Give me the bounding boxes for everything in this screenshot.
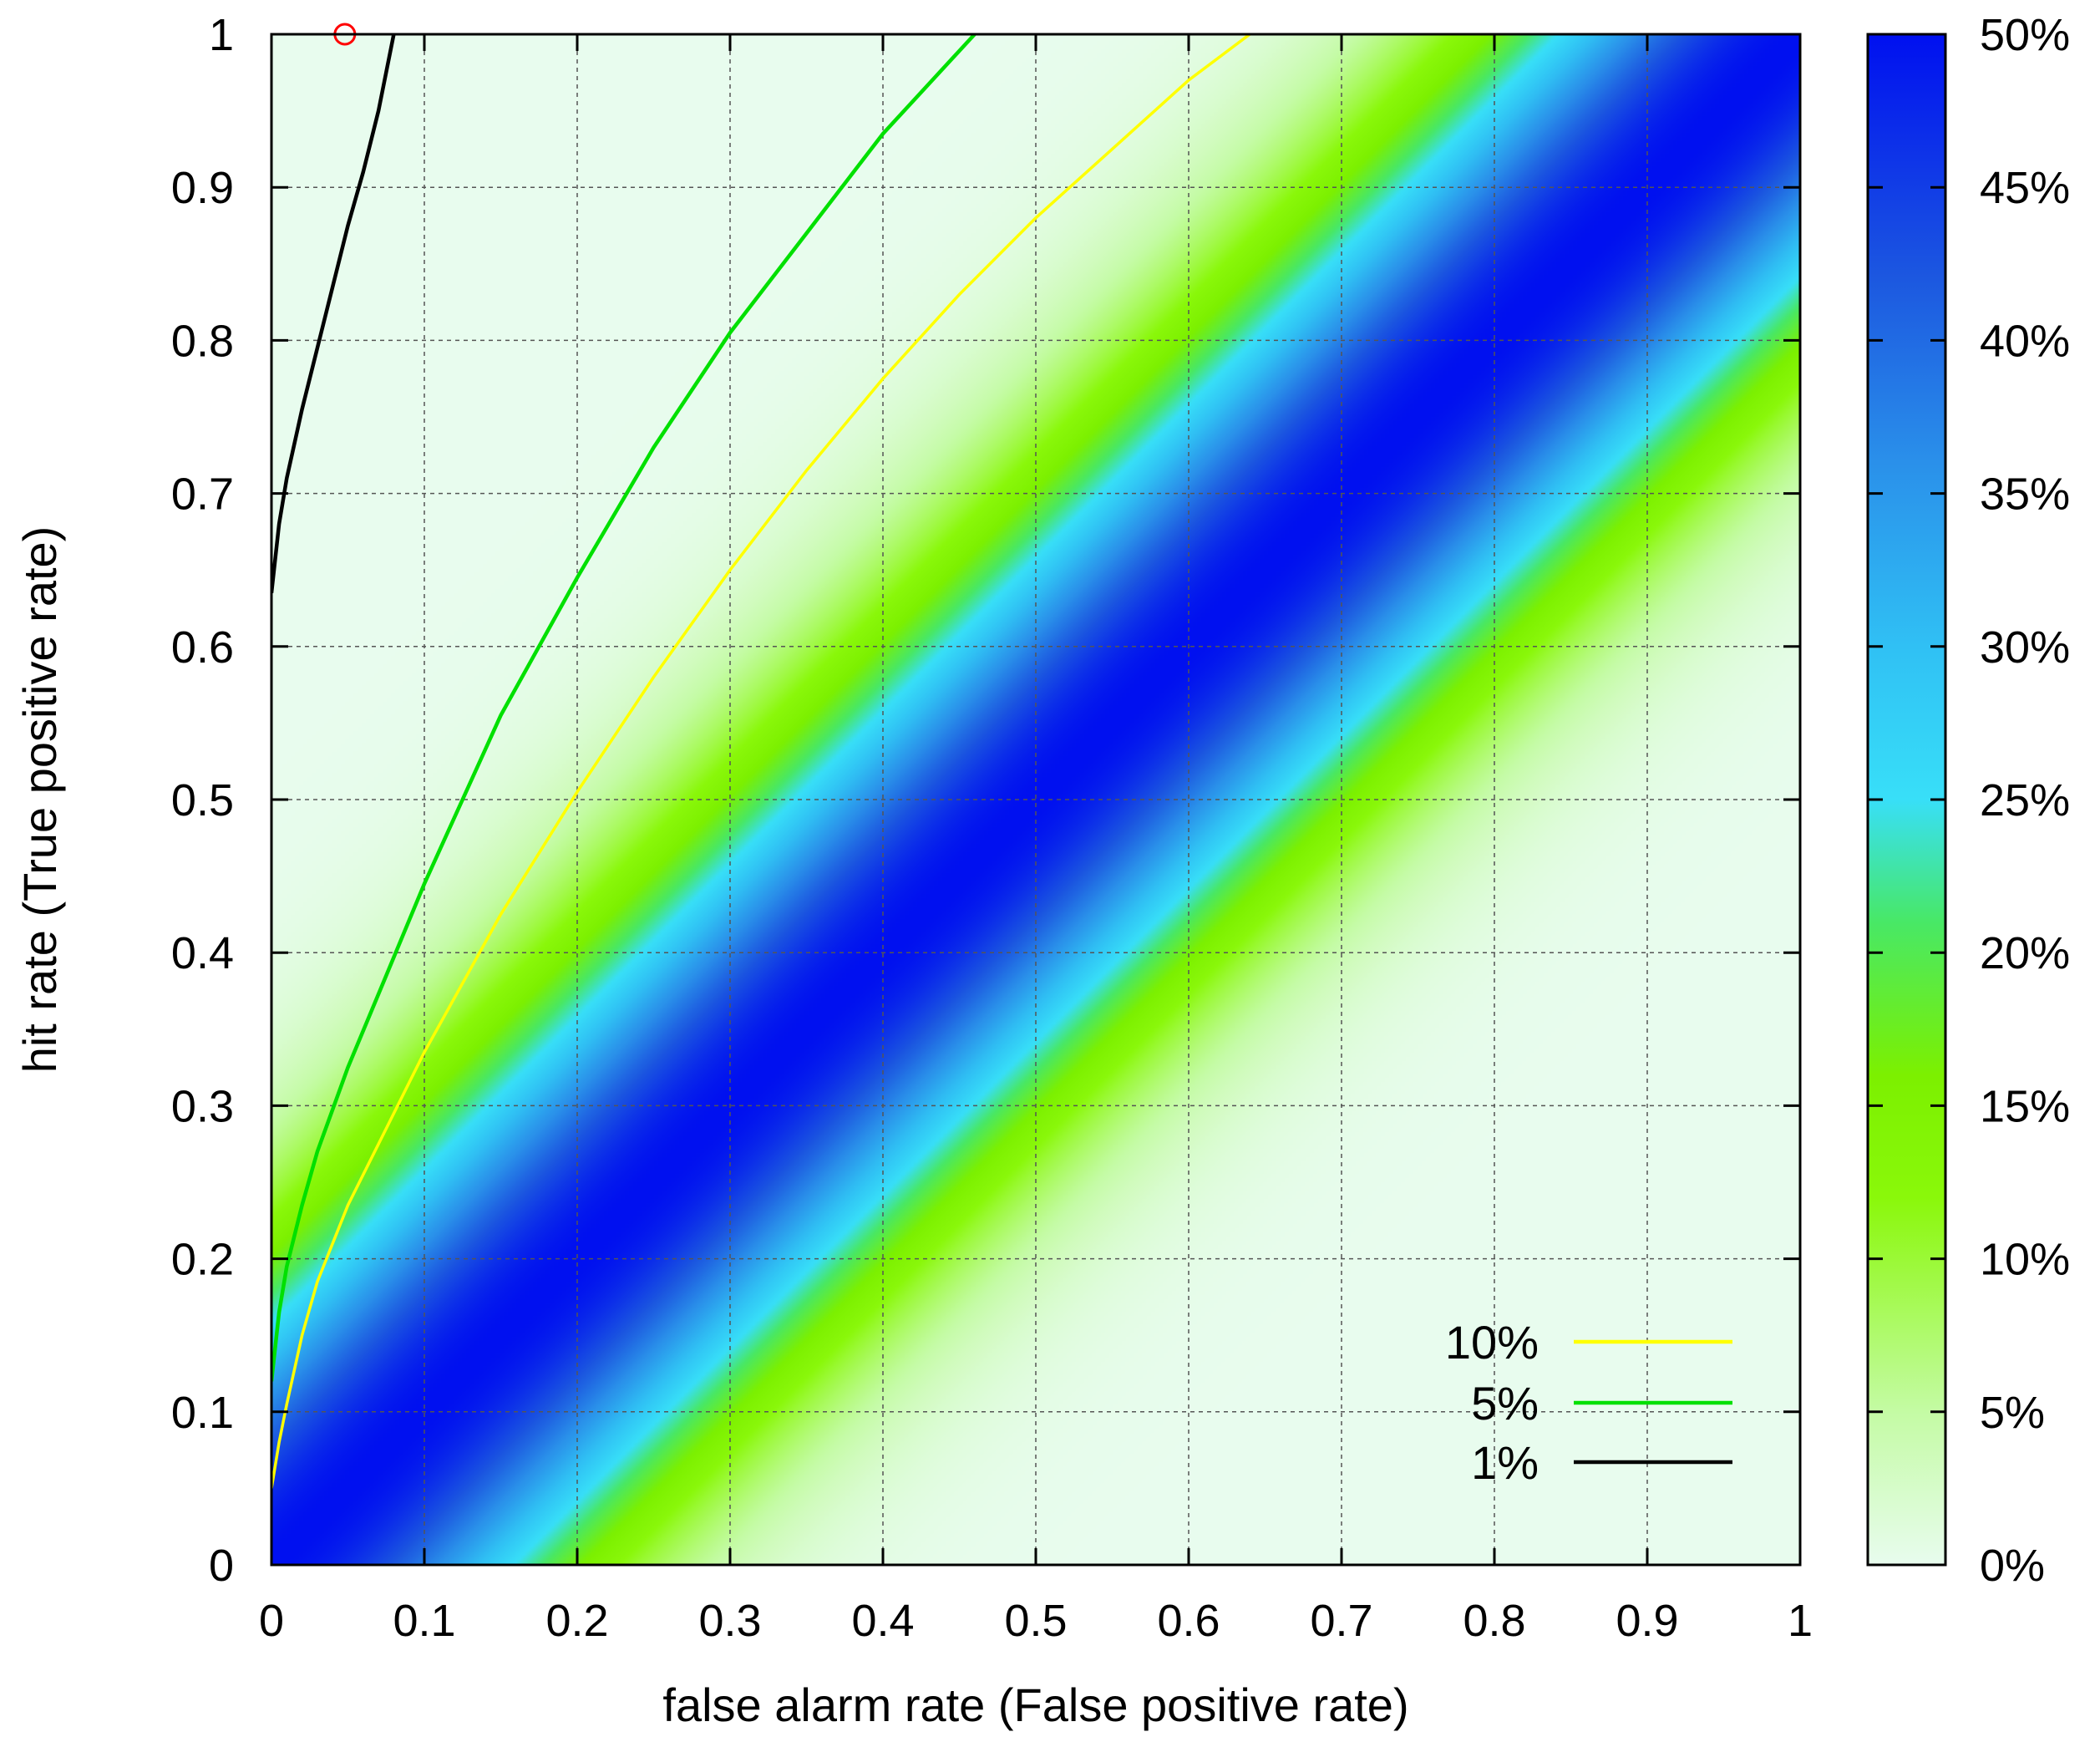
colorbar-label-3: 15% bbox=[1980, 1081, 2070, 1131]
y-tick-label-5: 0.5 bbox=[171, 775, 234, 825]
x-tick-label-1: 0.1 bbox=[393, 1596, 455, 1646]
x-tick-label-7: 0.7 bbox=[1310, 1596, 1372, 1646]
colorbar-label-2: 10% bbox=[1980, 1235, 2070, 1285]
legend-label-2: 1% bbox=[1471, 1436, 1539, 1489]
colorbar-label-1: 5% bbox=[1980, 1388, 2045, 1438]
x-axis-title: false alarm rate (False positive rate) bbox=[662, 1679, 1408, 1731]
colorbar-label-4: 20% bbox=[1980, 928, 2070, 978]
legend: 10% 5% 1% bbox=[1445, 1316, 1732, 1489]
curve-0 bbox=[271, 34, 1251, 1489]
x-tick-label-0: 0 bbox=[259, 1596, 284, 1646]
colorbar-label-10: 50% bbox=[1980, 10, 2070, 60]
curve-2 bbox=[271, 34, 396, 593]
legend-label-0: 10% bbox=[1445, 1316, 1539, 1369]
colorbar-ticks: 0% 5% 10% 15% 20% 25% 30% 35% 40% 45% 50% bbox=[1868, 10, 2070, 1591]
y-tick-label-10: 1 bbox=[209, 10, 234, 60]
y-tick-label-7: 0.7 bbox=[171, 470, 234, 520]
x-tick-label-8: 0.8 bbox=[1463, 1596, 1525, 1646]
x-tick-label-2: 0.2 bbox=[545, 1596, 608, 1646]
y-tick-label-3: 0.3 bbox=[171, 1081, 234, 1131]
colorbar-label-0: 0% bbox=[1980, 1541, 2045, 1591]
curve-1 bbox=[271, 34, 976, 1382]
x-tick-label-9: 0.9 bbox=[1616, 1596, 1678, 1646]
x-tick-label-5: 0.5 bbox=[1004, 1596, 1067, 1646]
y-axis-title: hit rate (True positive rate) bbox=[13, 526, 66, 1074]
y-tick-label-6: 0.6 bbox=[171, 622, 234, 673]
y-tick-label-1: 0.1 bbox=[171, 1388, 234, 1438]
colorbar-label-9: 45% bbox=[1980, 163, 2070, 213]
x-tick-label-6: 0.6 bbox=[1157, 1596, 1220, 1646]
y-tick-label-0: 0 bbox=[209, 1541, 234, 1591]
y-tick-label-9: 0.9 bbox=[171, 163, 234, 213]
x-tick-label-10: 1 bbox=[1788, 1596, 1813, 1646]
axis-ticks: 0 0.1 0.2 0.3 0.4 0.5 0.6 0.7 0.8 0.9 1 0 0.1 0.2 0.3 0… bbox=[171, 10, 1813, 1646]
legend-label-1: 5% bbox=[1471, 1377, 1539, 1430]
colorbar-label-5: 25% bbox=[1980, 775, 2070, 825]
colorbar-label-6: 30% bbox=[1980, 622, 2070, 673]
y-tick-label-8: 0.8 bbox=[171, 316, 234, 366]
x-tick-label-3: 0.3 bbox=[698, 1596, 761, 1646]
x-tick-label-4: 0.4 bbox=[851, 1596, 914, 1646]
grid bbox=[271, 34, 1800, 1565]
colorbar-label-7: 35% bbox=[1980, 470, 2070, 520]
y-tick-label-4: 0.4 bbox=[171, 928, 234, 978]
y-tick-label-2: 0.2 bbox=[171, 1235, 234, 1285]
contour-curves bbox=[271, 34, 1251, 1489]
colorbar-label-8: 40% bbox=[1980, 316, 2070, 366]
